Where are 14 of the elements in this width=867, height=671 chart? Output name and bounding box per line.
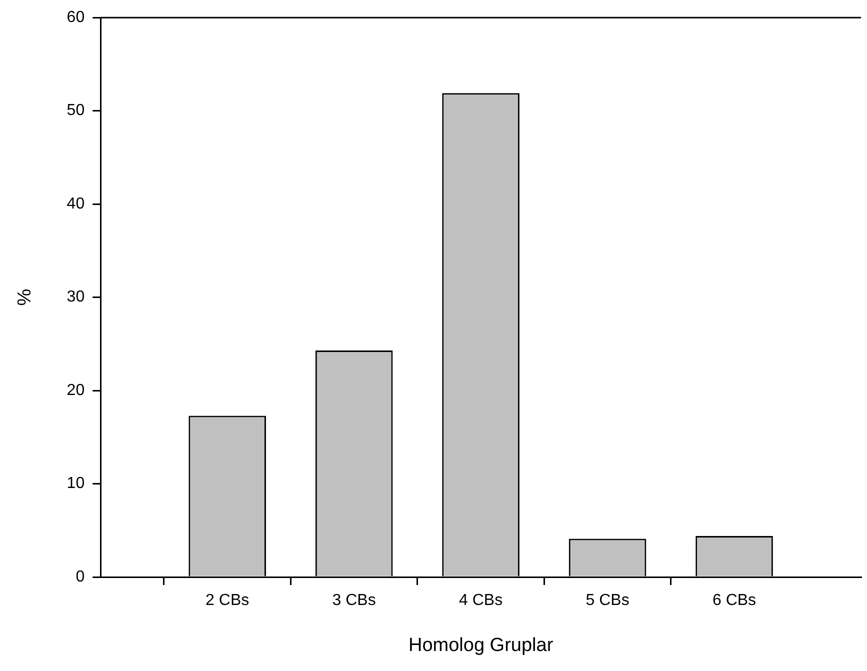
x-axis-title: Homolog Gruplar <box>408 634 554 656</box>
y-tick-label: 20 <box>66 382 85 399</box>
y-axis-title: % <box>14 288 36 306</box>
y-tick-label: 10 <box>66 475 85 492</box>
x-tick-label: 2 CBs <box>206 592 250 610</box>
x-tick-label: 5 CBs <box>586 592 630 610</box>
y-tick-label: 40 <box>66 195 85 212</box>
x-tick-label: 4 CBs <box>459 592 503 610</box>
y-tick-label: 60 <box>66 9 85 26</box>
x-tick-label: 6 CBs <box>712 592 756 610</box>
y-tick-label: 50 <box>66 102 85 120</box>
y-tick-label: 0 <box>76 568 85 586</box>
y-tick-label: 30 <box>66 288 85 306</box>
x-tick-label: 3 CBs <box>332 592 376 610</box>
